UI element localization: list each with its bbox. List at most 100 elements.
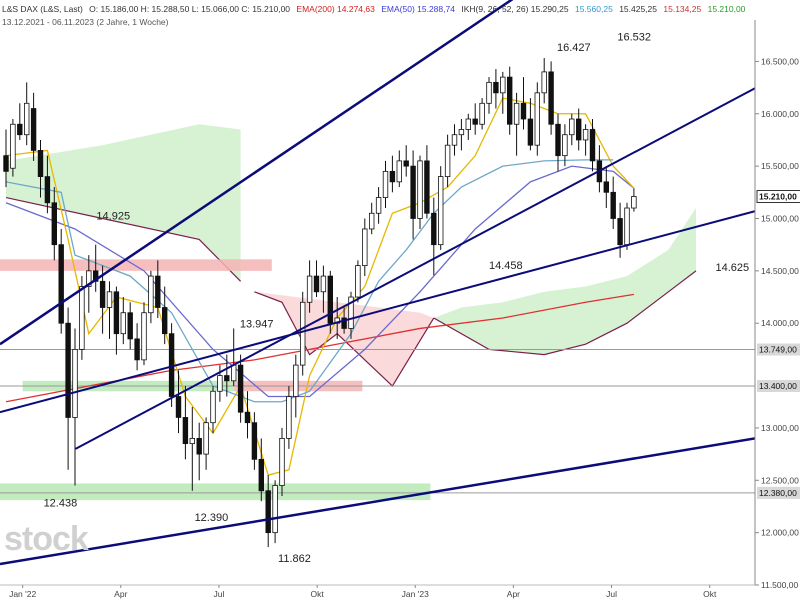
candle-down: [59, 245, 64, 324]
y-tick-label: 15.500,00: [761, 161, 799, 171]
candle-up: [218, 376, 223, 392]
x-tick-label: Okt: [310, 589, 324, 599]
candle-up: [321, 276, 326, 292]
candle-down: [183, 417, 188, 443]
candle-up: [438, 177, 443, 245]
candle-up: [307, 276, 312, 302]
chart-header: L&S DAX (L&S, Last) O: 15.186,00 H: 15.2…: [2, 4, 749, 14]
candle-up: [570, 119, 575, 135]
candle-down: [245, 412, 250, 422]
y-tick-label: 13.000,00: [761, 423, 799, 433]
candle-up: [514, 103, 519, 124]
candle-down: [135, 339, 140, 360]
candle-down: [528, 119, 533, 145]
instrument-label: L&S DAX (L&S, Last): [2, 4, 83, 14]
candle-down: [604, 182, 609, 192]
candle-up: [418, 161, 423, 219]
y-tick-label: 15.000,00: [761, 213, 799, 223]
legend-ema200: EMA(200) 14.274,63: [296, 4, 374, 14]
candle-down: [590, 129, 595, 160]
annotation-label: 14.925: [96, 211, 130, 223]
watermark-logo: stock: [4, 520, 88, 559]
candle-down: [252, 423, 257, 460]
candle-down: [390, 171, 395, 181]
candle-down: [52, 203, 57, 245]
candle-up: [466, 119, 471, 129]
candle-up: [142, 313, 147, 360]
zone-red-0: [0, 259, 272, 271]
candle-down: [473, 119, 478, 124]
y-tick-label: 12.000,00: [761, 528, 799, 538]
candle-down: [45, 177, 50, 203]
y-tick-label: 14.000,00: [761, 318, 799, 328]
candle-down: [404, 161, 409, 166]
legend-ema50: EMA(50) 15.288,74: [381, 4, 455, 14]
price-tag-label: 13.749,00: [759, 344, 797, 354]
price-tag-label: 15.210,00: [759, 192, 797, 202]
candle-down: [4, 156, 9, 172]
y-tick-label: 14.500,00: [761, 266, 799, 276]
candle-down: [176, 397, 181, 418]
price-tag-label: 13.400,00: [759, 381, 797, 391]
candle-down: [266, 491, 271, 533]
annotation-label: 14.458: [489, 260, 523, 272]
candle-up: [383, 171, 388, 197]
x-tick-label: Jan '23: [402, 589, 429, 599]
annotation-label: 12.390: [195, 512, 229, 524]
x-tick-label: Apr: [507, 589, 520, 599]
candle-up: [273, 486, 278, 533]
x-tick-label: Jul: [606, 589, 617, 599]
candle-up: [625, 208, 630, 245]
candle-down: [128, 313, 133, 339]
candle-up: [452, 135, 457, 145]
x-tick-label: Apr: [114, 589, 127, 599]
candle-up: [287, 397, 292, 439]
candle-up: [397, 161, 402, 182]
candle-down: [618, 218, 623, 244]
candle-down: [38, 150, 43, 176]
candle-down: [114, 292, 119, 334]
candle-up: [80, 287, 85, 350]
candle-down: [156, 276, 161, 307]
candle-up: [231, 365, 236, 381]
candle-up: [300, 302, 305, 365]
candle-up: [632, 197, 637, 209]
annotation-label: 16.427: [557, 42, 591, 54]
candle-up: [363, 229, 368, 266]
annotation-label: 13.947: [240, 318, 274, 330]
candle-up: [542, 72, 547, 93]
candle-up: [190, 438, 195, 443]
ichimoku-cloud-2: [434, 208, 696, 355]
candle-up: [583, 129, 588, 139]
candle-down: [494, 82, 499, 92]
candle-down: [259, 459, 264, 490]
candle-down: [314, 276, 319, 292]
candle-up: [11, 124, 16, 168]
candle-up: [369, 213, 374, 229]
ohlc-readout: O: 15.186,00 H: 15.288,50 L: 15.066,00 C…: [89, 4, 290, 14]
candle-up: [376, 198, 381, 214]
candle-up: [535, 93, 540, 145]
legend-ikh: IKH(9, 26, 52, 26) 15.290,25: [461, 4, 568, 14]
y-tick-label: 16.500,00: [761, 56, 799, 66]
candle-down: [238, 365, 243, 412]
candle-up: [445, 145, 450, 176]
candle-up: [459, 129, 464, 134]
y-tick-label: 12.500,00: [761, 475, 799, 485]
candle-down: [18, 124, 23, 134]
candle-down: [225, 376, 230, 381]
candle-down: [432, 213, 437, 244]
candle-up: [211, 391, 216, 422]
x-tick-label: Okt: [703, 589, 717, 599]
legend-ikh-v3: 15.134,25: [663, 4, 701, 14]
candle-down: [549, 72, 554, 124]
legend-ikh-v2: 15.425,25: [619, 4, 657, 14]
candle-down: [611, 192, 616, 218]
candle-down: [556, 124, 561, 155]
x-tick-label: Jan '22: [9, 589, 36, 599]
candle-up: [563, 135, 568, 156]
candle-down: [197, 438, 202, 454]
candle-up: [294, 365, 299, 396]
candle-down: [162, 308, 167, 334]
